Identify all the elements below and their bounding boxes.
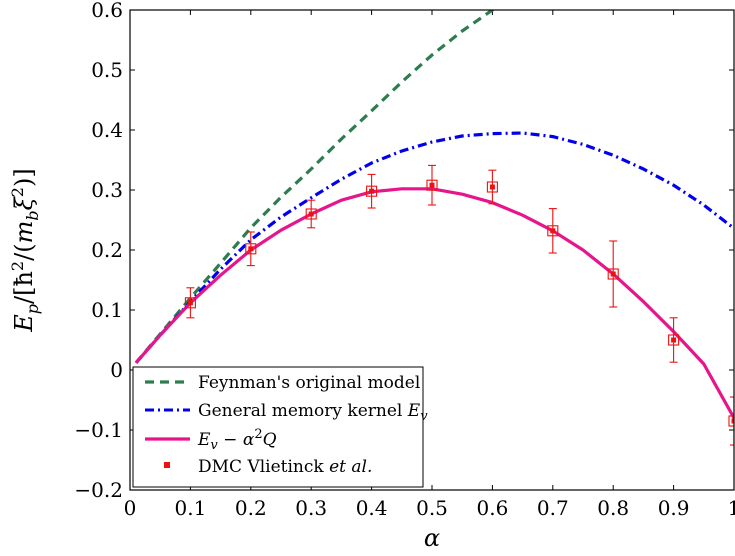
data-point xyxy=(429,182,435,188)
data-point-box xyxy=(547,225,559,237)
y-tick-label: 0 xyxy=(110,358,123,382)
x-tick-label: 0.3 xyxy=(295,496,327,520)
y-tick-label: −0.2 xyxy=(74,478,123,502)
y-tick-label: 0.3 xyxy=(91,178,123,202)
y-tick-label: −0.1 xyxy=(74,418,123,442)
x-tick-label: 0 xyxy=(124,496,137,520)
data-point xyxy=(550,228,556,234)
data-point-box xyxy=(366,185,378,197)
x-tick-label: 1 xyxy=(728,496,735,520)
legend-label-feynman: Feynman's original model xyxy=(198,373,420,393)
data-point-box xyxy=(305,208,317,220)
x-tick-label: 0.7 xyxy=(537,496,569,520)
legend-label-memory-kernel: General memory kernel Ev xyxy=(198,401,428,424)
series-feynman-line xyxy=(134,10,497,364)
data-point-box xyxy=(245,243,257,255)
points-layer xyxy=(184,164,734,446)
y-tick-label: 0.5 xyxy=(91,58,123,82)
x-tick-label: 0.9 xyxy=(658,496,690,520)
plot-frame xyxy=(129,9,735,491)
data-point xyxy=(671,337,677,343)
legend-label-dmc: DMC Vlietinck et al. xyxy=(198,457,372,477)
legend-box xyxy=(132,366,424,488)
data-point-box xyxy=(486,181,498,193)
data-point xyxy=(187,300,193,306)
legend-label-corrected: Ev − α2Q xyxy=(197,427,277,453)
x-tick-label: 0.6 xyxy=(476,496,508,520)
series-layer xyxy=(134,10,734,419)
y-axis-title: Ep/[ħ2/(mbξ2)] xyxy=(8,168,42,332)
series-memory-kernel-line xyxy=(134,131,734,364)
x-tick-label: 0.4 xyxy=(356,496,388,520)
legend: Feynman's original model General memory … xyxy=(132,366,428,488)
data-point-box xyxy=(184,297,196,309)
data-point xyxy=(248,246,254,252)
data-point-box xyxy=(607,268,619,280)
legend-swatch-dmc xyxy=(164,462,170,468)
x-tick-label: 0.1 xyxy=(174,496,206,520)
data-point xyxy=(610,271,616,277)
y-tick-label: 0.2 xyxy=(91,238,123,262)
data-point xyxy=(731,418,734,424)
data-point-box xyxy=(668,334,680,346)
y-tick-label: 0.6 xyxy=(91,0,123,22)
tick-labels: 0 0.1 0.2 0.3 0.4 0.5 0.6 0.7 0.8 0.9 1 −0.2 −0.1 0 0.… xyxy=(74,0,735,520)
x-tick-label: 0.2 xyxy=(235,496,267,520)
x-tick-label: 0.5 xyxy=(416,496,448,520)
x-axis-title: α xyxy=(424,524,440,552)
data-point-box xyxy=(426,179,438,191)
y-tick-label: 0.4 xyxy=(91,118,123,142)
data-point xyxy=(308,211,314,217)
x-tick-label: 0.8 xyxy=(597,496,629,520)
data-point xyxy=(489,184,495,190)
data-point xyxy=(369,188,375,194)
y-tick-label: 0.1 xyxy=(91,298,123,322)
data-point-box xyxy=(728,415,734,427)
